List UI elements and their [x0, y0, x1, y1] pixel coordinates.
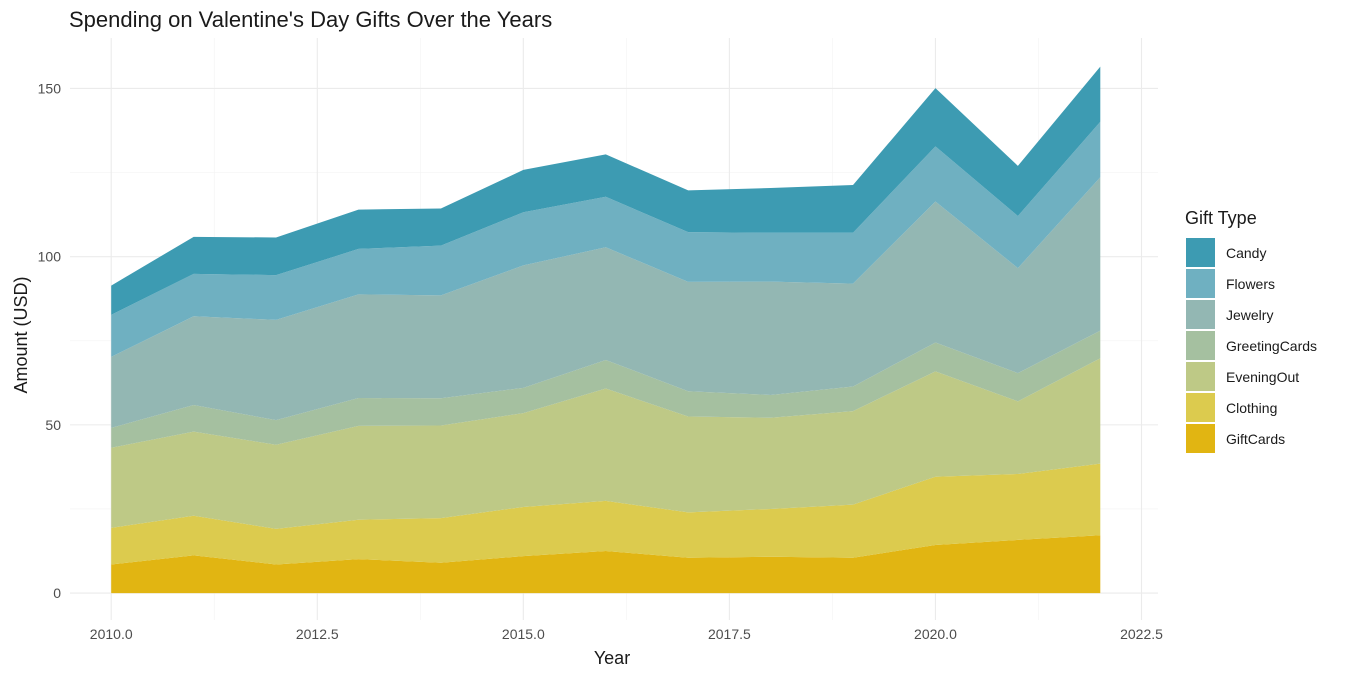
- area-giftcards: [111, 535, 1101, 594]
- x-tick-label: 2022.5: [1120, 626, 1163, 642]
- legend-swatch-flowers: [1186, 269, 1215, 298]
- legend: Gift Type Candy Flowers Jewelry GreetingCar…: [1185, 208, 1317, 453]
- legend-swatch-greetingcards: [1186, 331, 1215, 360]
- area-eveningout: [111, 358, 1101, 529]
- legend-label-eveningout: EveningOut: [1226, 369, 1299, 385]
- y-tick-label: 0: [53, 585, 61, 601]
- x-tick-label: 2012.5: [296, 626, 339, 642]
- area-flowers: [111, 121, 1101, 357]
- legend-label-flowers: Flowers: [1226, 276, 1275, 292]
- x-tick-label: 2017.5: [708, 626, 751, 642]
- area-clothing: [111, 463, 1101, 565]
- legend-swatch-giftcards: [1186, 424, 1215, 453]
- x-axis-ticks: 2010.0 2012.5 2015.0 2017.5 2020.0 2022.5: [90, 626, 1163, 642]
- area-series: [111, 66, 1101, 594]
- y-tick-label: 50: [45, 417, 61, 433]
- chart-title: Spending on Valentine's Day Gifts Over t…: [69, 7, 552, 32]
- y-axis-title: Amount (USD): [11, 276, 31, 393]
- y-tick-label: 150: [38, 80, 62, 96]
- x-tick-label: 2010.0: [90, 626, 133, 642]
- legend-label-greetingcards: GreetingCards: [1226, 338, 1317, 354]
- legend-swatch-eveningout: [1186, 362, 1215, 391]
- legend-swatch-candy: [1186, 238, 1215, 267]
- y-tick-label: 100: [38, 249, 62, 265]
- legend-label-giftcards: GiftCards: [1226, 431, 1285, 447]
- legend-label-clothing: Clothing: [1226, 400, 1277, 416]
- area-jewelry: [111, 177, 1101, 428]
- legend-label-jewelry: Jewelry: [1226, 307, 1273, 323]
- legend-swatch-jewelry: [1186, 300, 1215, 329]
- x-tick-label: 2015.0: [502, 626, 545, 642]
- legend-title: Gift Type: [1185, 208, 1257, 228]
- legend-label-candy: Candy: [1226, 245, 1266, 261]
- legend-items: Candy Flowers Jewelry GreetingCards EveningO…: [1186, 238, 1317, 453]
- area-greetingcards: [111, 330, 1101, 448]
- y-axis-ticks: 0 50 100 150: [38, 80, 62, 601]
- area-candy: [111, 66, 1101, 315]
- legend-swatch-clothing: [1186, 393, 1215, 422]
- x-tick-label: 2020.0: [914, 626, 957, 642]
- x-axis-title: Year: [594, 648, 630, 668]
